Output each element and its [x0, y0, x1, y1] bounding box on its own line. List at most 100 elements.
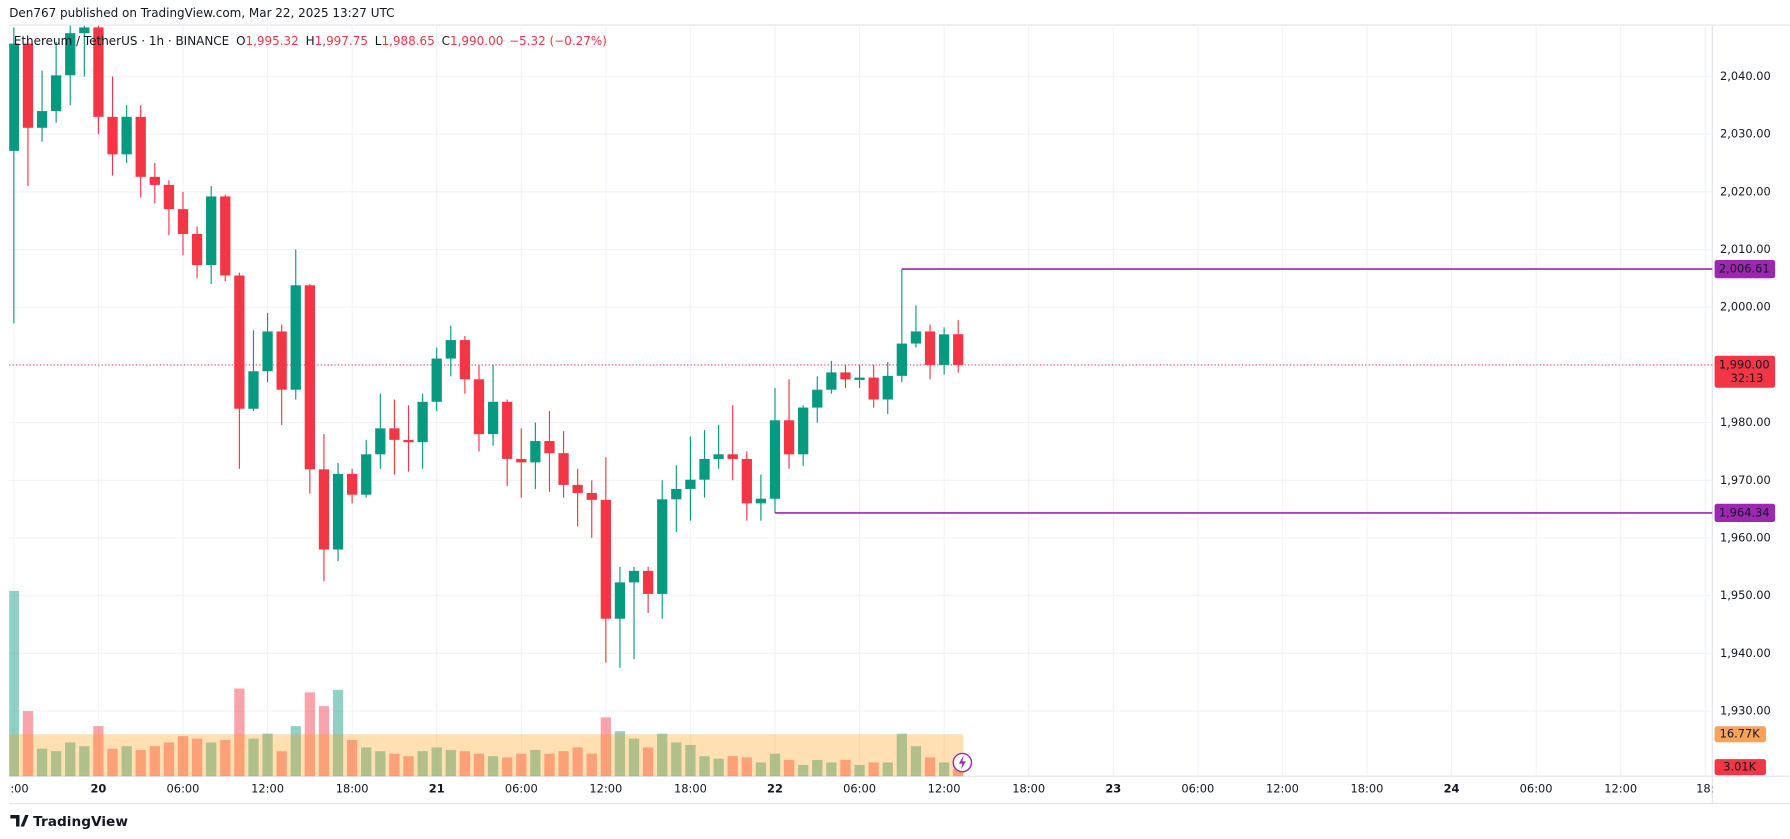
candle-body	[36, 111, 48, 128]
volume-bar	[502, 757, 513, 777]
candle-body	[642, 570, 654, 594]
levels	[9, 268, 1713, 514]
candle-body	[361, 454, 372, 495]
countdown: 32:13	[1731, 371, 1764, 385]
volume-label-box	[1714, 759, 1766, 776]
candle-body	[375, 428, 386, 455]
candle-body	[530, 441, 541, 463]
x-tick-label: :00	[10, 781, 28, 795]
y-tick-label: 1,940.00	[1720, 646, 1771, 660]
volume-bar	[9, 590, 19, 777]
candle-body	[163, 184, 175, 210]
candle-body	[304, 285, 315, 470]
legend-change: −5.32 (−0.27%)	[509, 34, 607, 48]
candle-body	[93, 27, 104, 117]
level-label: 1,964.34	[1719, 505, 1770, 519]
legend-value: 1,990.00	[450, 34, 503, 48]
volume-ma-area	[9, 734, 964, 777]
candle-body	[769, 420, 781, 499]
volume-bar	[868, 762, 879, 777]
x-tick-label: 06:00	[1181, 781, 1214, 795]
legend-value: 1,995.32	[245, 34, 298, 48]
candle-body	[177, 209, 189, 234]
candle-body	[938, 334, 950, 365]
volume-bar	[741, 757, 752, 777]
volume-bar	[36, 748, 48, 777]
candle-body	[107, 116, 118, 155]
candle-body	[572, 484, 583, 493]
volume-bar	[924, 757, 936, 777]
alert-bolt	[958, 755, 966, 770]
volume-bar	[431, 747, 442, 777]
candle-body	[191, 233, 203, 266]
candle-body	[840, 372, 851, 380]
volume-bar	[473, 753, 485, 777]
candle-body	[248, 371, 259, 409]
candle-body	[22, 43, 34, 128]
volume-bar	[882, 762, 893, 777]
volume-bar	[304, 692, 315, 777]
level-label-box	[1714, 259, 1776, 279]
candle-body	[755, 498, 767, 504]
candle-body	[910, 331, 922, 344]
candle-body	[854, 377, 865, 380]
candle-body	[657, 499, 668, 594]
candle-body	[149, 176, 160, 185]
candle-body	[473, 379, 485, 435]
volume-bar	[262, 733, 273, 777]
y-tick-label: 1,930.00	[1720, 704, 1771, 718]
footer: TradingView	[33, 814, 128, 830]
volume-bar	[206, 742, 217, 777]
volume-bar	[403, 756, 414, 777]
volume-bar	[135, 749, 146, 777]
legend-key: O	[236, 34, 245, 48]
y-tick-label: 1,980.00	[1720, 415, 1771, 429]
volume-bar	[22, 711, 34, 777]
volume-bar	[93, 726, 104, 777]
volume-bar	[840, 759, 851, 777]
y-tick-label: 2,030.00	[1720, 127, 1771, 141]
candle-body	[544, 441, 555, 454]
candle-body	[558, 453, 569, 485]
candle-body	[234, 275, 245, 409]
volume-bar	[65, 742, 76, 777]
candle-body	[135, 116, 146, 177]
volume-bar	[248, 738, 259, 777]
volume-bar	[642, 747, 654, 777]
volume-bar	[910, 746, 922, 777]
volume-bar	[812, 759, 823, 777]
volume-bar	[953, 768, 964, 777]
volume-bar	[544, 753, 555, 777]
x-tick-label: 12:00	[1266, 781, 1299, 795]
candle-body	[586, 492, 597, 500]
volume-bar	[149, 746, 160, 777]
x-tick-label: 18:00	[1012, 781, 1045, 795]
x-tick-label: 06:00	[843, 781, 876, 795]
volume-label-box	[1714, 726, 1766, 743]
volume-bar	[389, 753, 400, 777]
x-axis: :00 20 06:00 12:00 18:00 21 06:00 12:00 18:00 22 0…	[10, 781, 1712, 795]
candle-body	[318, 469, 330, 550]
x-tick-label: 23	[1105, 781, 1121, 795]
volume-bar	[459, 751, 471, 777]
x-tick-label: 12:00	[1604, 781, 1637, 795]
candle-body	[65, 33, 76, 76]
x-tick-label: 06:00	[1520, 781, 1553, 795]
candle-body	[502, 401, 513, 459]
candle-body	[276, 331, 287, 390]
symbol: Ethereum / TetherUS · 1h · BINANCE	[14, 34, 229, 48]
x-tick-label: 21	[429, 781, 445, 795]
candle-body	[459, 340, 471, 380]
candle-body	[220, 196, 231, 276]
candle-body	[50, 75, 62, 112]
candle-body	[953, 334, 964, 365]
volume-bar	[628, 738, 640, 777]
candle-body	[896, 343, 907, 376]
level-label-box	[1714, 503, 1776, 523]
header: Den767 published on TradingView.com, Mar…	[9, 6, 394, 20]
volume-bar	[516, 753, 527, 777]
x-tick-label: 18:00	[674, 781, 707, 795]
candle-body	[699, 458, 710, 480]
y-tick-label: 2,040.00	[1720, 69, 1771, 83]
